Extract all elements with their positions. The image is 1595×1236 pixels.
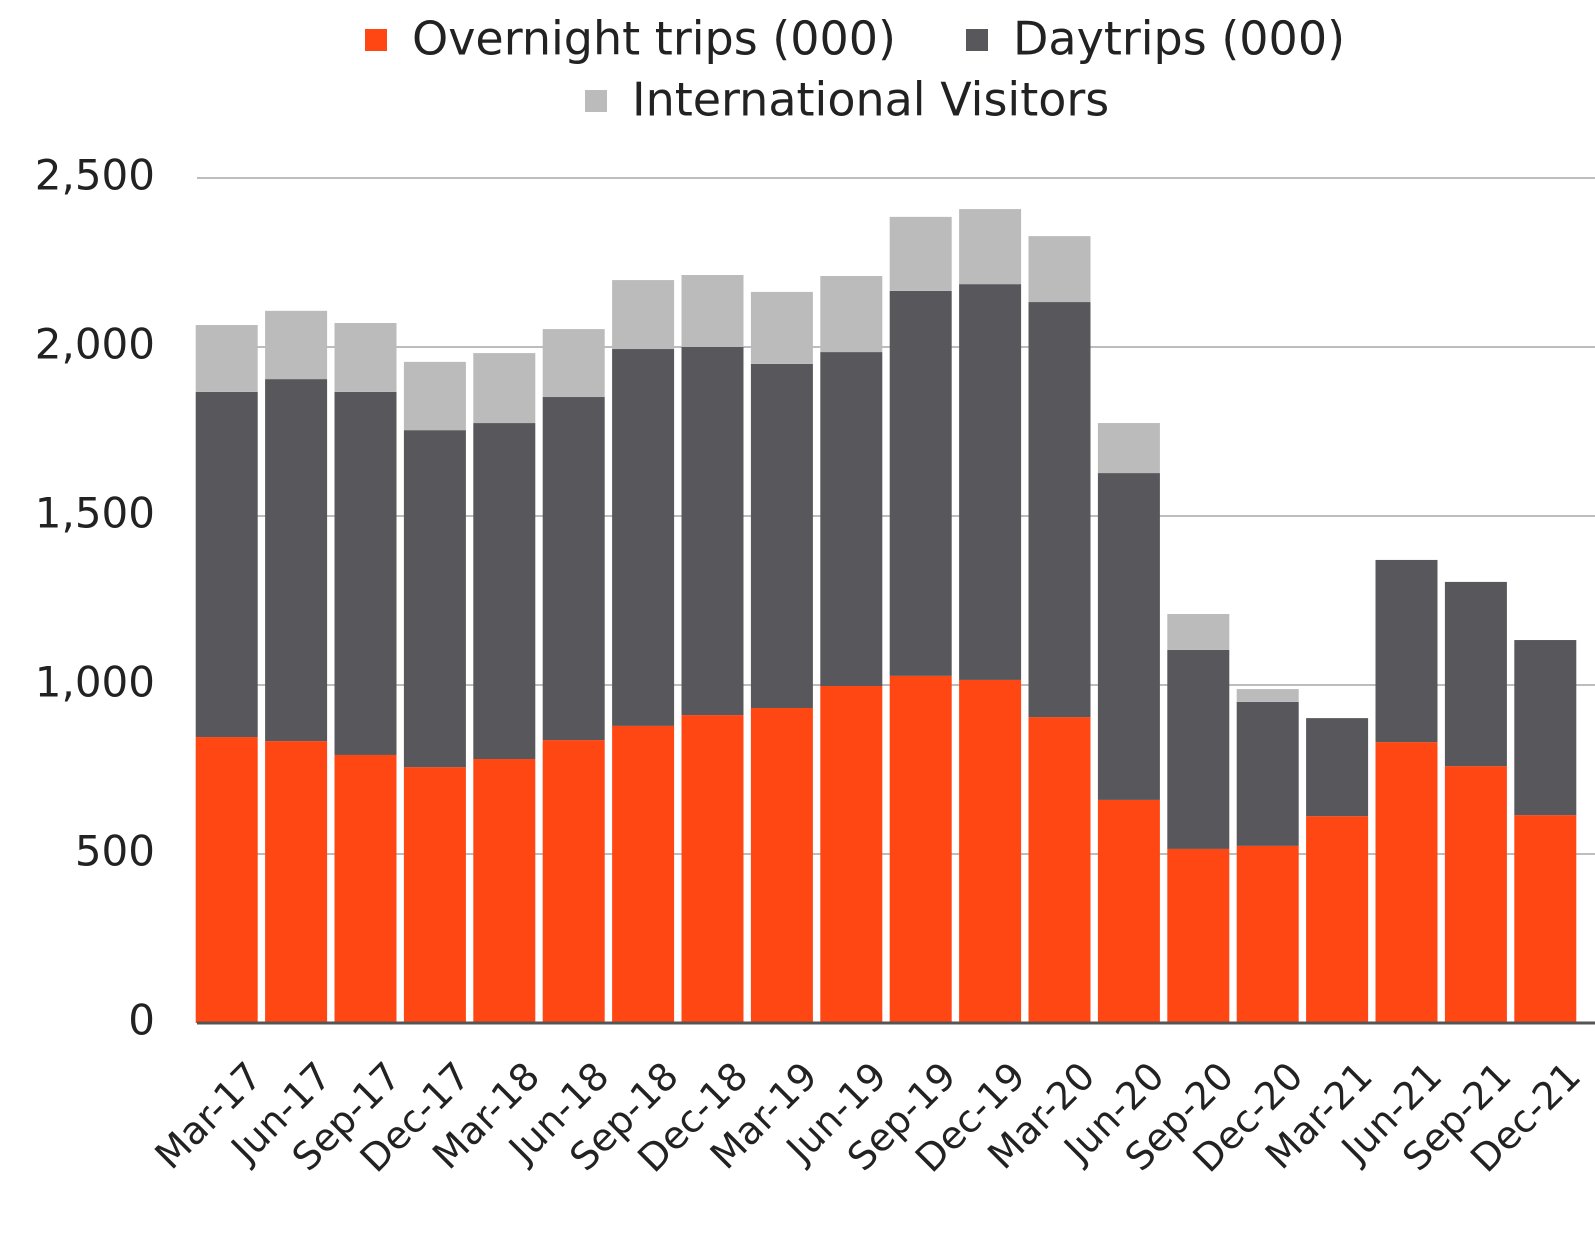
bar-segment bbox=[542, 740, 605, 1023]
bar-segment bbox=[403, 767, 466, 1023]
bar-segment bbox=[681, 715, 744, 1023]
bar-segment bbox=[750, 291, 813, 364]
legend-label: International Visitors bbox=[632, 73, 1109, 127]
y-tick-label: 1,000 bbox=[35, 658, 155, 707]
bar-segment bbox=[334, 323, 397, 392]
bar-segment bbox=[473, 423, 536, 760]
bar-segment bbox=[612, 280, 675, 350]
y-tick-label: 2,500 bbox=[35, 151, 155, 200]
bar-segment bbox=[473, 759, 536, 1023]
bar-segment bbox=[1444, 581, 1507, 767]
bar-segment bbox=[959, 679, 1022, 1023]
bar-segment bbox=[334, 391, 397, 755]
legend-marker bbox=[966, 29, 988, 51]
bar-segment bbox=[681, 275, 744, 347]
bar-segment bbox=[1236, 845, 1299, 1023]
bar-segment bbox=[820, 352, 883, 687]
y-tick-label: 1,500 bbox=[35, 489, 155, 538]
bar-segment bbox=[1028, 236, 1091, 303]
bar-segment bbox=[612, 725, 675, 1023]
bar-segment bbox=[820, 276, 883, 353]
bar-segment bbox=[1167, 649, 1230, 849]
legend-label: Daytrips (000) bbox=[1013, 12, 1345, 66]
bar-segment bbox=[265, 379, 328, 742]
bar-segment bbox=[1444, 766, 1507, 1023]
bar-segment bbox=[750, 363, 813, 708]
bar-segment bbox=[473, 353, 536, 424]
bar-segment bbox=[959, 284, 1022, 680]
bar-segment bbox=[1167, 614, 1230, 650]
bar-segment bbox=[1097, 473, 1160, 800]
bar-segment bbox=[1167, 848, 1230, 1023]
bar-segment bbox=[612, 349, 675, 726]
bar-segment bbox=[1236, 701, 1299, 846]
bar-segment bbox=[889, 675, 952, 1023]
bar-segment bbox=[195, 737, 258, 1023]
bar-segment bbox=[265, 310, 328, 380]
bar-segment bbox=[403, 430, 466, 768]
bar-segment bbox=[1097, 799, 1160, 1023]
bar-segment bbox=[542, 329, 605, 398]
y-tick-label: 0 bbox=[128, 996, 155, 1045]
legend-marker bbox=[365, 29, 387, 51]
bar-segment bbox=[403, 361, 466, 431]
bar-segment bbox=[889, 290, 952, 676]
bar-segment bbox=[542, 397, 605, 741]
bar-segment bbox=[1514, 640, 1577, 816]
legend-marker bbox=[585, 90, 607, 112]
bar-segment bbox=[820, 686, 883, 1023]
bar-segment bbox=[195, 325, 258, 392]
bar-segment bbox=[681, 347, 744, 716]
bar-segment bbox=[195, 391, 258, 738]
y-tick-label: 2,000 bbox=[35, 320, 155, 369]
bar-segment bbox=[1514, 815, 1577, 1023]
bar-segment bbox=[889, 216, 952, 291]
y-tick-label: 500 bbox=[75, 827, 155, 876]
bar-segment bbox=[1306, 816, 1369, 1023]
bar-segment bbox=[1375, 742, 1438, 1023]
bar-segment bbox=[959, 209, 1022, 285]
bar-segment bbox=[1097, 423, 1160, 474]
legend-label: Overnight trips (000) bbox=[412, 12, 896, 66]
bar-segment bbox=[1236, 689, 1299, 702]
bar-segment bbox=[1028, 302, 1091, 718]
bar-segment bbox=[334, 754, 397, 1023]
bar-segment bbox=[1028, 717, 1091, 1023]
bar-segment bbox=[1375, 559, 1438, 743]
bar-segment bbox=[1306, 718, 1369, 817]
bar-segment bbox=[750, 707, 813, 1023]
bar-segment bbox=[265, 741, 328, 1023]
